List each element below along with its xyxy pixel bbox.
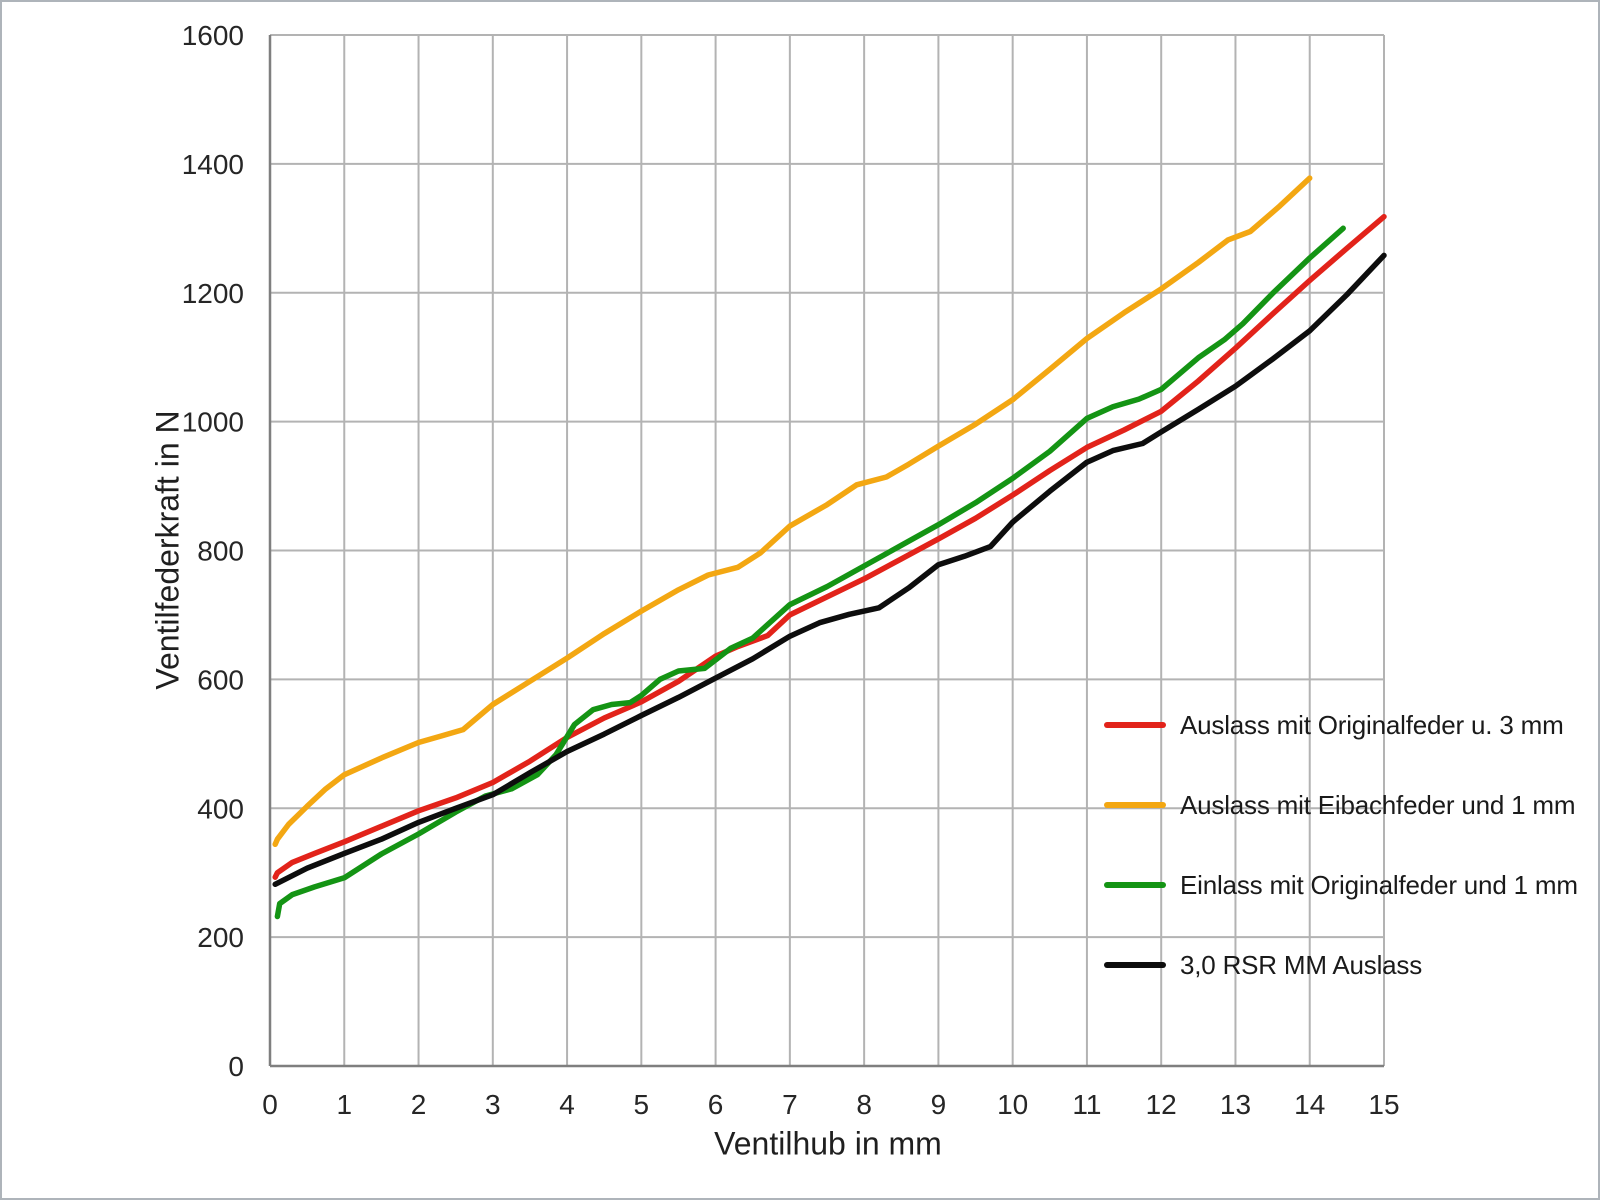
x-tick-label-14: 14: [1294, 1089, 1325, 1120]
legend-line-swatch-black: [1104, 962, 1166, 968]
x-tick-label-2: 2: [411, 1089, 427, 1120]
x-tick-label-0: 0: [262, 1089, 278, 1120]
x-tick-label-4: 4: [559, 1089, 575, 1120]
y-tick-label-200: 200: [197, 922, 244, 953]
legend-label: Auslass mit Originalfeder u. 3 mm: [1180, 709, 1564, 740]
y-tick-label-600: 600: [197, 664, 244, 695]
series-line-rsr-mm-auslass: [272, 252, 1387, 888]
y-tick-label-1400: 1400: [182, 149, 244, 180]
legend-line-swatch-orange: [1104, 802, 1166, 808]
x-tick-label-12: 12: [1146, 1089, 1177, 1120]
y-tick-label-1600: 1600: [182, 20, 244, 51]
y-tick-label-1200: 1200: [182, 278, 244, 309]
x-tick-label-9: 9: [931, 1089, 947, 1120]
legend-label: Einlass mit Originalfeder und 1 mm: [1180, 869, 1578, 900]
series-line-auslass-originalfeder-3mm: [272, 213, 1387, 880]
y-tick-label-0: 0: [228, 1051, 244, 1082]
x-tick-label-1: 1: [336, 1089, 352, 1120]
x-tick-label-8: 8: [856, 1089, 872, 1120]
x-tick-label-3: 3: [485, 1089, 501, 1120]
legend-item: Einlass mit Originalfeder und 1 mm: [1104, 867, 1578, 903]
x-tick-label-13: 13: [1220, 1089, 1251, 1120]
legend-item: Auslass mit Originalfeder u. 3 mm: [1104, 707, 1578, 743]
x-tick-label-7: 7: [782, 1089, 798, 1120]
legend: Auslass mit Originalfeder u. 3 mm Auslas…: [1104, 707, 1578, 1027]
y-tick-label-800: 800: [197, 536, 244, 567]
series-line-auslass-eibachfeder-1mm: [272, 175, 1313, 848]
x-tick-label-10: 10: [997, 1089, 1028, 1120]
series-line-einlass-originalfeder-1mm: [274, 225, 1346, 920]
legend-label: Auslass mit Eibachfeder und 1 mm: [1180, 789, 1576, 820]
y-tick-label-400: 400: [197, 793, 244, 824]
legend-line-swatch-red: [1104, 722, 1166, 728]
y-axis-title: Ventilfederkraft in N: [149, 410, 186, 690]
x-tick-label-6: 6: [708, 1089, 724, 1120]
legend-label: 3,0 RSR MM Auslass: [1180, 949, 1423, 980]
x-tick-label-11: 11: [1072, 1089, 1101, 1120]
legend-item: 3,0 RSR MM Auslass: [1104, 947, 1578, 983]
y-tick-label-1000: 1000: [182, 407, 244, 438]
x-axis-title: Ventilhub in mm: [714, 1125, 942, 1162]
legend-line-swatch-green: [1104, 882, 1166, 888]
x-tick-label-5: 5: [634, 1089, 650, 1120]
x-tick-label-15: 15: [1368, 1089, 1399, 1120]
legend-item: Auslass mit Eibachfeder und 1 mm: [1104, 787, 1578, 823]
